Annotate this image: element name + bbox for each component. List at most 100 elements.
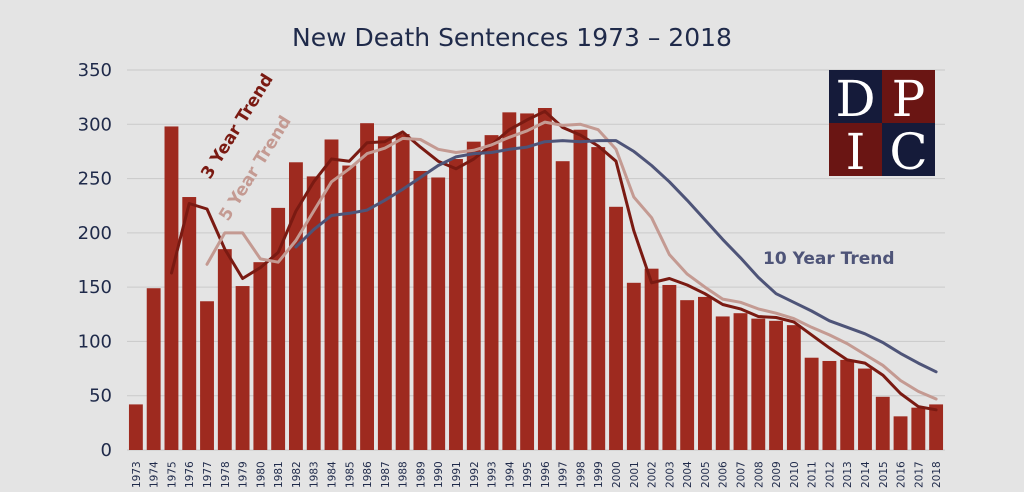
bar-1991 (449, 159, 463, 450)
bar-2007 (733, 313, 748, 450)
bars (128, 108, 944, 451)
x-tick-label: 1976 (184, 461, 196, 488)
bar-1999 (591, 147, 606, 451)
bar-2009 (769, 320, 784, 450)
chart-title: New Death Sentences 1973 – 2018 (292, 23, 732, 52)
x-tick-label: 2011 (807, 461, 819, 488)
x-tick-label: 2007 (736, 461, 748, 488)
logo-cell (829, 70, 882, 123)
x-tick-label: 1979 (238, 461, 250, 488)
x-tick-label: 1984 (327, 461, 339, 488)
x-tick-label: 1985 (344, 461, 356, 488)
bar-1975 (164, 126, 179, 450)
x-tick-label: 1973 (131, 461, 143, 488)
x-tick-label: 1992 (469, 461, 481, 488)
logo-letter: I (846, 123, 866, 181)
y-tick-label: 350 (78, 60, 112, 81)
x-tick-label: 1990 (433, 461, 445, 488)
bar-2018 (929, 404, 944, 450)
x-tick-label: 2010 (789, 461, 801, 488)
bar-1981 (271, 207, 286, 450)
bar-1992 (466, 141, 481, 450)
bar-1989 (413, 170, 428, 450)
x-tick-label: 2005 (700, 461, 712, 488)
y-tick-label: 100 (78, 331, 112, 352)
bar-2015 (875, 396, 890, 450)
bar-1990 (431, 177, 446, 450)
y-tick-label: 0 (101, 440, 112, 461)
y-axis: 0 50 100 150 200 250 300 350 (78, 60, 112, 461)
dpic-logo: D PI C (829, 70, 935, 181)
x-tick-label: 2017 (913, 461, 925, 488)
trend-lines (170, 109, 938, 412)
x-tick-label: 1981 (273, 461, 285, 488)
x-tick-label: 2003 (664, 461, 676, 488)
x-tick-label: 2018 (931, 461, 943, 488)
bar-1994 (502, 112, 517, 450)
bar-1997 (555, 161, 570, 450)
x-tick-label: 2013 (842, 461, 854, 488)
bar-1995 (520, 113, 535, 450)
x-tick-label: 1983 (309, 461, 321, 488)
x-axis: 1973 1974 1975 1976 1977 1978 1979 1980 1981 1982… (131, 461, 943, 488)
x-tick-label: 2008 (753, 461, 765, 488)
x-tick-label: 1996 (540, 461, 552, 488)
x-tick-label: 1995 (522, 461, 534, 488)
x-tick-label: 2015 (878, 461, 890, 488)
x-tick-label: 2001 (629, 461, 641, 488)
bar-1980 (253, 262, 268, 450)
bar-2003 (662, 284, 677, 450)
bar-1983 (306, 176, 321, 450)
trend-line-1 (170, 109, 938, 412)
bar-1979 (235, 286, 250, 450)
bar-2011 (804, 357, 819, 450)
x-tick-label: 1991 (451, 461, 463, 488)
y-tick-label: 200 (78, 223, 112, 244)
x-tick-label: 1988 (398, 461, 410, 488)
x-tick-label: 1974 (149, 461, 161, 488)
bar-1987 (377, 136, 392, 450)
x-tick-label: 1999 (593, 461, 605, 488)
trend-line-3 (294, 139, 938, 374)
bar-1976 (182, 197, 197, 450)
logo-letter: D (835, 70, 875, 128)
x-tick-label: 1987 (380, 461, 392, 488)
x-tick-label: 2004 (682, 461, 694, 488)
y-tick-label: 50 (89, 386, 112, 407)
bar-2014 (858, 368, 872, 450)
x-tick-label: 1980 (255, 461, 267, 488)
bar-2010 (786, 325, 801, 450)
x-tick-label: 2016 (896, 461, 908, 488)
bar-1984 (324, 139, 339, 450)
logo-letter: C (889, 123, 927, 181)
trend-line-2 (205, 120, 938, 401)
y-tick-label: 150 (78, 277, 112, 298)
bar-2006 (715, 316, 730, 450)
logo-cell (882, 123, 935, 176)
bar-2016 (893, 416, 908, 450)
bar-2012 (822, 360, 837, 450)
x-tick-label: 2002 (647, 461, 659, 488)
x-tick-label: 2006 (718, 461, 730, 488)
x-tick-label: 2012 (824, 461, 836, 488)
x-tick-label: 1975 (166, 461, 178, 488)
x-tick-label: 1997 (558, 461, 570, 488)
x-tick-label: 1993 (487, 461, 499, 488)
x-tick-label: 1994 (504, 461, 516, 488)
x-tick-label: 2014 (860, 461, 872, 488)
bar-1977 (200, 301, 214, 450)
x-tick-label: 1998 (575, 461, 587, 488)
logo-letter: P (892, 70, 926, 128)
bar-2004 (680, 300, 695, 450)
x-tick-label: 2009 (771, 461, 783, 488)
logo-cell (882, 70, 935, 123)
x-tick-label: 2000 (611, 461, 623, 488)
bar-1988 (395, 134, 410, 451)
bar-1985 (342, 165, 357, 451)
bar-2005 (697, 296, 712, 450)
bar-1993 (484, 135, 499, 450)
bar-1973 (128, 404, 143, 450)
bar-2013 (840, 359, 855, 450)
y-tick-label: 250 (78, 169, 112, 190)
